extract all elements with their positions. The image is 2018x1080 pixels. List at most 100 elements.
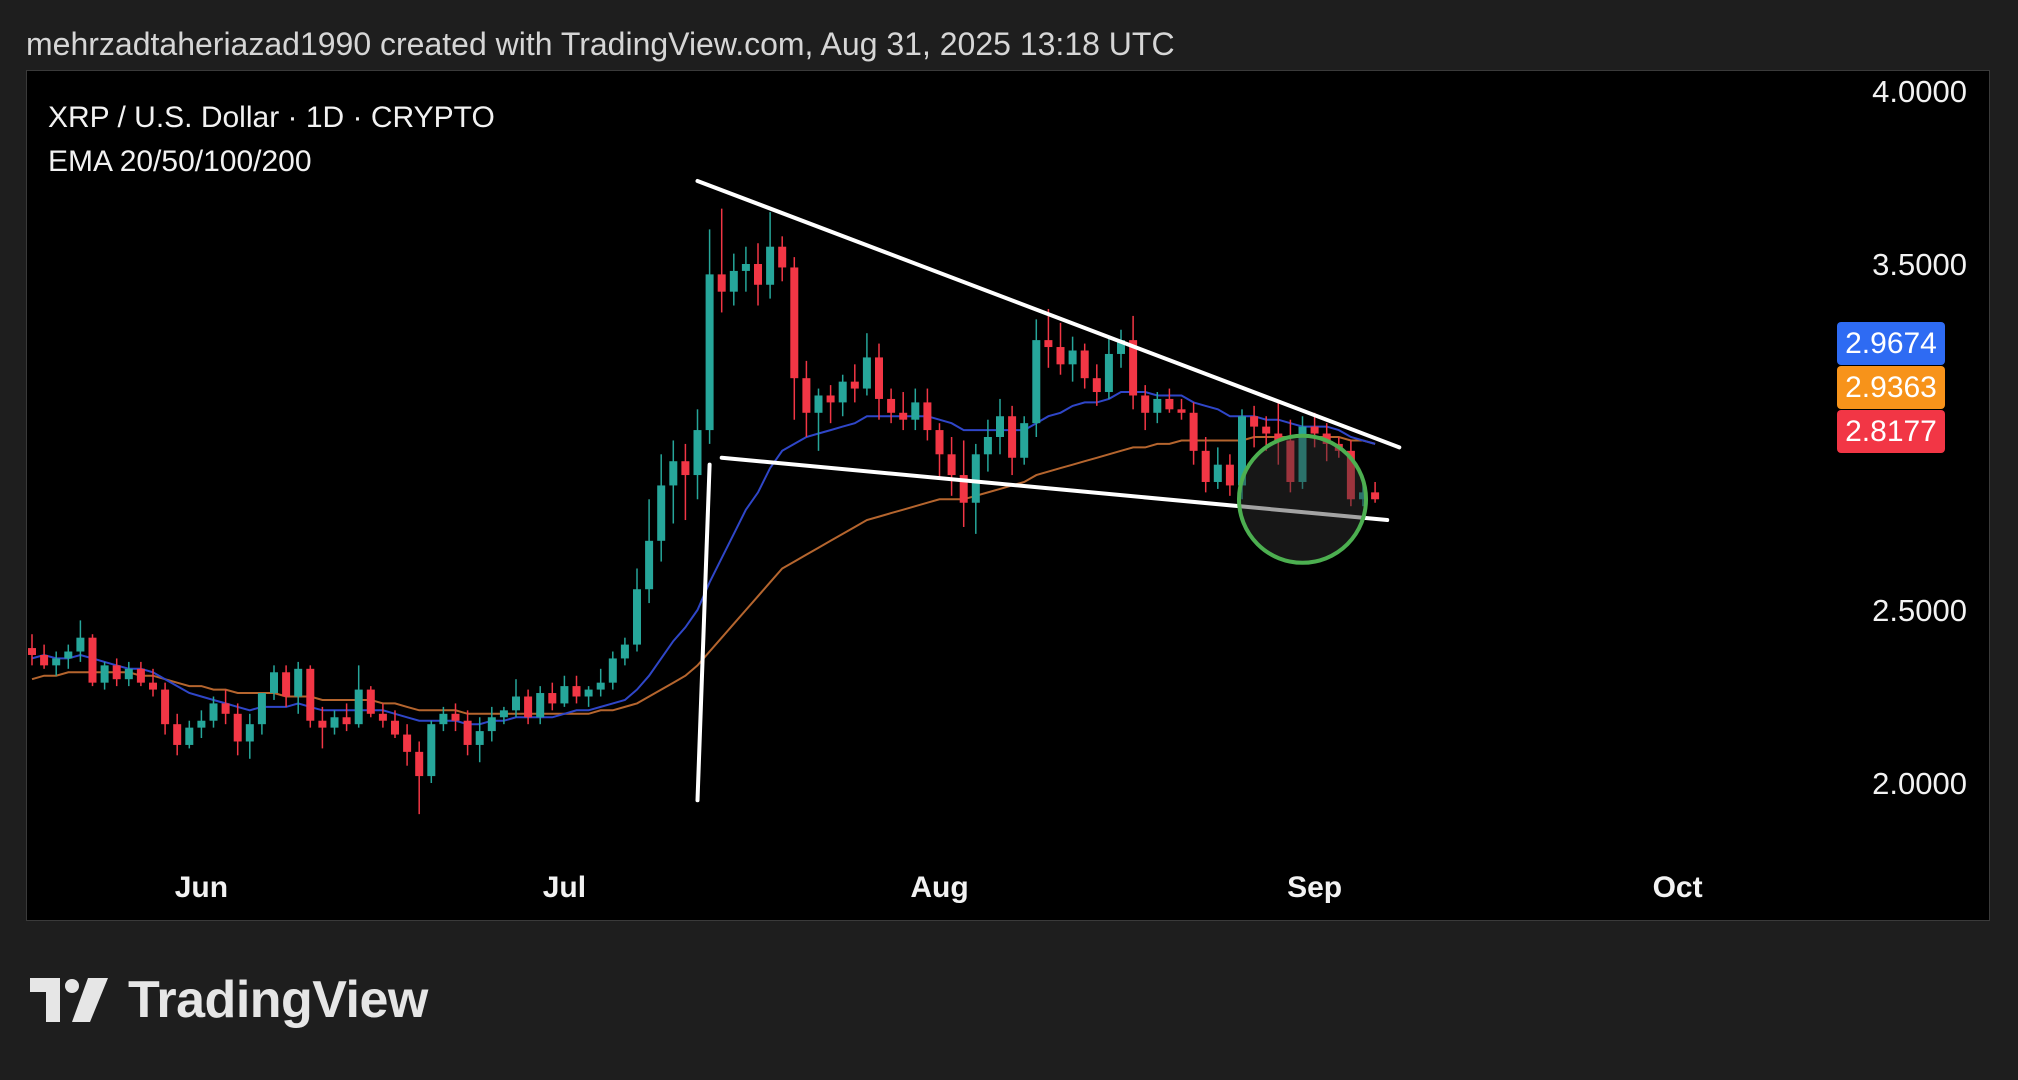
- candle-body: [790, 267, 799, 379]
- candle-body: [875, 357, 883, 399]
- candle: [52, 651, 61, 676]
- candle-body: [88, 637, 97, 683]
- candle: [136, 661, 145, 687]
- candle: [657, 454, 666, 562]
- candle: [850, 364, 859, 403]
- candle-body: [1153, 398, 1162, 413]
- candle-body: [257, 693, 266, 725]
- candle-body: [1141, 395, 1150, 413]
- indicator-label: EMA 20/50/100/200: [48, 145, 312, 178]
- candle: [354, 665, 363, 728]
- y-tick-label: 3.5000: [1872, 247, 1967, 282]
- chart-credit: mehrzadtaheriazad1990 created with Tradi…: [26, 26, 1175, 62]
- candle-body: [1020, 423, 1029, 458]
- candle-body: [923, 402, 932, 431]
- candle: [1274, 402, 1283, 465]
- candle: [1177, 398, 1186, 420]
- candle: [1298, 416, 1307, 489]
- candle: [560, 675, 569, 707]
- candle-body: [1371, 492, 1380, 500]
- candle: [766, 212, 775, 299]
- candle-body: [161, 689, 170, 725]
- candle-body: [463, 720, 472, 745]
- candle: [439, 706, 448, 732]
- candle: [862, 333, 871, 396]
- candle: [826, 385, 835, 424]
- candle: [427, 720, 436, 783]
- candle: [947, 437, 956, 496]
- candle-body: [1346, 450, 1355, 500]
- candle: [802, 360, 811, 437]
- candle: [209, 696, 218, 728]
- candle-body: [657, 485, 666, 541]
- candle: [1346, 440, 1355, 507]
- candle: [1371, 481, 1380, 503]
- candle-body: [959, 475, 968, 503]
- candle-body: [100, 665, 109, 683]
- candle-body: [766, 246, 775, 285]
- candle-body: [1080, 350, 1089, 379]
- candle-body: [512, 696, 520, 711]
- candle: [1068, 336, 1077, 382]
- candle: [161, 682, 170, 735]
- candle-body: [415, 751, 424, 777]
- candle: [149, 668, 157, 697]
- candle: [1165, 388, 1174, 413]
- candle: [633, 568, 641, 652]
- x-tick-label: Oct: [1653, 871, 1703, 904]
- candle-body: [1008, 416, 1017, 458]
- y-tick-label: 4.0000: [1872, 74, 1967, 109]
- candle: [415, 741, 424, 815]
- candle: [717, 208, 726, 313]
- candle: [173, 713, 182, 756]
- x-tick-label: Jun: [175, 871, 228, 904]
- candle: [28, 634, 36, 666]
- candle-body: [52, 658, 61, 666]
- candle-body: [28, 648, 36, 655]
- candle-body: [209, 703, 218, 721]
- candle-body: [173, 724, 182, 745]
- candle-body: [971, 454, 980, 503]
- candle: [40, 644, 49, 669]
- candle: [1153, 392, 1162, 424]
- candle-body: [899, 412, 908, 420]
- candle-body: [499, 710, 508, 718]
- candle-body: [76, 637, 85, 652]
- candle: [887, 388, 896, 424]
- candle: [1104, 336, 1113, 399]
- candle: [1092, 364, 1101, 406]
- candle: [512, 679, 520, 718]
- candle: [294, 661, 303, 714]
- tradingview-logo-icon: [30, 978, 108, 1022]
- candle: [1080, 343, 1089, 389]
- candle: [1286, 419, 1295, 493]
- candle: [923, 388, 932, 441]
- candle: [996, 398, 1004, 455]
- candle-body: [1189, 412, 1198, 451]
- candle: [100, 661, 109, 690]
- candle-body: [64, 651, 73, 659]
- candle-body: [608, 658, 617, 683]
- candle-body: [633, 589, 641, 645]
- candle: [971, 443, 980, 534]
- candle: [463, 710, 472, 756]
- candle-body: [1274, 433, 1283, 441]
- candle-body: [1310, 426, 1319, 434]
- candle-body: [1298, 426, 1307, 482]
- candle-body: [1177, 409, 1186, 413]
- candle-body: [947, 454, 956, 476]
- candle-body: [1262, 426, 1271, 434]
- candle-body: [185, 727, 194, 745]
- candle: [1250, 405, 1259, 448]
- candle-body: [850, 381, 859, 389]
- x-tick-label: Sep: [1287, 871, 1342, 904]
- candle: [270, 665, 278, 700]
- candle-body: [1117, 340, 1125, 354]
- candle-body: [366, 689, 375, 714]
- chart-panel[interactable]: 4.0000 3.5000 2.5000 2.0000 Jun Jul Aug Sep Oct…: [26, 70, 1990, 921]
- candle: [257, 693, 266, 735]
- price-chart[interactable]: 4.0000 3.5000 2.5000 2.0000 Jun Jul Aug Sep Oct: [27, 71, 1991, 922]
- candle-body: [584, 689, 593, 697]
- candle-body: [524, 696, 533, 718]
- tradingview-logo[interactable]: TradingView: [30, 971, 428, 1029]
